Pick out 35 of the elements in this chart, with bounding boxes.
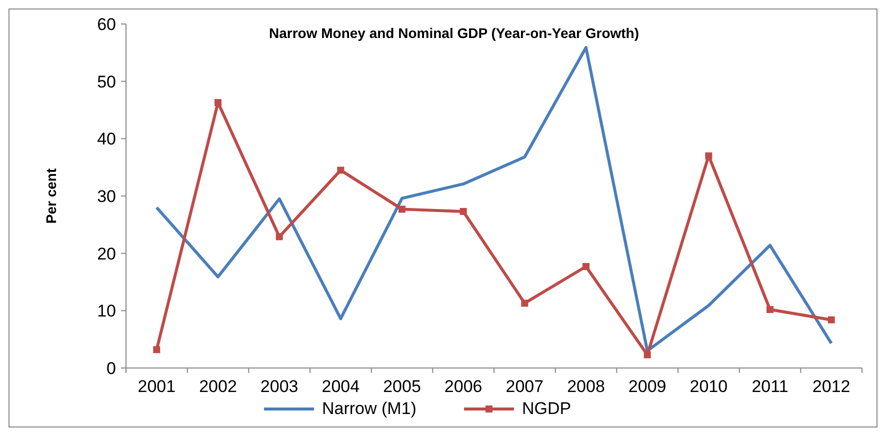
point xyxy=(398,206,406,213)
chart-title: Narrow Money and Nominal GDP (Year-on-Year Growth) xyxy=(268,25,640,41)
point xyxy=(521,300,528,307)
point xyxy=(460,208,467,215)
point xyxy=(153,346,160,354)
x-tick-label: 2009 xyxy=(628,377,666,396)
x-tick-label: 2008 xyxy=(567,377,605,396)
x-tick-label: 2001 xyxy=(138,377,176,396)
x-tick-label: 2006 xyxy=(444,377,482,396)
point xyxy=(644,351,651,358)
y-tick-label: 60 xyxy=(97,14,116,34)
y-tick-label: 20 xyxy=(97,244,116,264)
point xyxy=(276,233,283,240)
y-tick-label: 0 xyxy=(106,358,116,378)
y-axis-title: Per cent xyxy=(43,168,59,224)
x-tick-label: 2002 xyxy=(199,377,237,396)
point xyxy=(705,152,712,160)
point xyxy=(582,263,590,270)
y-tick-label: 40 xyxy=(97,130,116,149)
x-tick-label: 2005 xyxy=(383,377,421,396)
legend-label: Narrow (M1) xyxy=(322,399,416,418)
y-tick-label: 30 xyxy=(97,186,116,206)
point xyxy=(828,316,835,324)
point xyxy=(766,306,774,314)
y-tick-label: 50 xyxy=(97,72,116,92)
x-tick-label: 2011 xyxy=(752,377,788,396)
x-tick-label: 2003 xyxy=(260,377,298,396)
x-tick-label: 2004 xyxy=(322,377,360,396)
x-tick-label: 2012 xyxy=(812,377,850,396)
legend-label: NGDP xyxy=(522,399,572,418)
x-tick-label: 2007 xyxy=(506,377,544,396)
point xyxy=(214,99,222,106)
x-tick-label: 2010 xyxy=(690,377,728,396)
y-tick-label: 10 xyxy=(97,302,116,321)
point xyxy=(337,166,344,174)
